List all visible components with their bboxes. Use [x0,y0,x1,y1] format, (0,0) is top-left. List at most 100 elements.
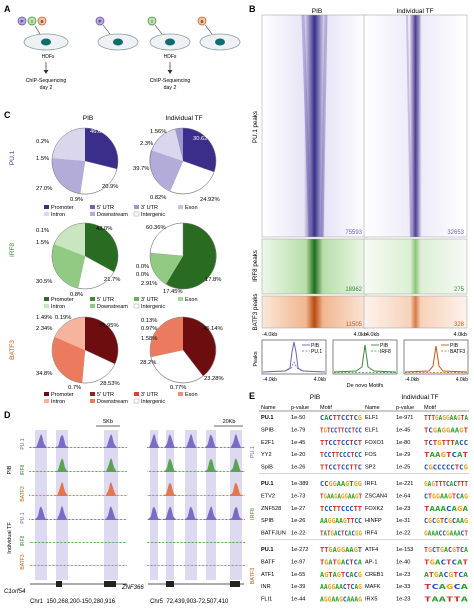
svg-text:17.8%: 17.8% [205,277,221,283]
heatmap-col-title-individual: Individual TF [396,8,433,15]
motif-pvalue: 1e-55 [291,572,305,578]
svg-text:P: P [98,19,101,24]
motif-logo: AGTAGTCACG [320,571,362,579]
svg-text:BATF3: BATF3 [450,349,465,355]
heatmap-batf3 [261,295,468,329]
panel-a-diagram: P I B HDFs ChIP-Sequencing day 2 P I [17,16,241,91]
svg-text:5' UTR: 5' UTR [97,205,114,211]
motif-logo: CACTTCCTCG [320,414,362,422]
svg-text:24.92%: 24.92% [200,197,220,203]
motif-logo: CGCGTCGCAAG [424,517,468,525]
motif-name: ZNF528 [261,506,281,512]
chip-track [147,564,245,566]
motif-pvalue: 1e-31 [396,518,410,524]
motif-logo: TTGAGGAAGT [320,546,362,554]
motif-logo: TCGAGGAAGT [424,426,468,434]
svg-text:39.7%: 39.7% [133,166,149,172]
svg-text:BATF3: BATF3 [20,486,26,501]
motif-name: FOXK2 [365,506,383,512]
motif-name: ELF1 [365,427,378,433]
motif-name: YY2 [261,452,272,458]
svg-text:2.91%: 2.91% [141,281,157,287]
motif-name: PU.1 [261,415,273,421]
svg-text:34.8%: 34.8% [36,371,52,377]
motif-pvalue: 1e-153 [396,547,413,553]
motif-pvalue: 1e-27 [291,506,305,512]
motif-logo: TATGACTCACGG [320,530,362,538]
pie-legend-irf8: Promoter 5' UTR 3' UTR Exon Intron Downs… [44,297,198,310]
motif-name: PU.1 [261,481,273,487]
svg-text:30.62%: 30.62% [193,136,213,142]
motif-name: HINFP [365,518,382,524]
svg-text:3' UTR: 3' UTR [141,297,158,303]
svg-text:17.45%: 17.45% [163,289,183,295]
motif-logo: AAGGAAGTTCC [320,517,362,525]
svg-text:0.82%: 0.82% [150,195,166,201]
motif-logo: TGATGACTCA [320,558,363,566]
svg-text:0.8%: 0.8% [70,292,83,298]
motif-pvalue: 1e-80 [396,440,410,446]
motif-logo: TCTGTTTACC [424,439,468,447]
svg-text:IRF8: IRF8 [20,464,26,475]
svg-text:Motif: Motif [320,405,332,411]
svg-text:0.0%: 0.0% [136,272,149,278]
pie-batf3-individual [149,316,217,384]
motif-logo: CCGGAAGTGG [320,480,362,488]
motif-name: SpiB [261,465,273,471]
pie-row-label-batf3: BATF3 [9,340,16,360]
motif-logo: ATGACGTCA [424,571,469,579]
svg-text:1.56%: 1.56% [150,129,166,135]
svg-text:Downstream: Downstream [97,212,128,218]
svg-text:0.97%: 0.97% [141,326,157,332]
heatmap-irf8 [261,238,468,295]
svg-text:4.0kb: 4.0kb [354,332,367,338]
chip-track [29,541,127,543]
motif-pvalue: 1e-23 [396,597,410,603]
svg-text:0.1%: 0.1% [36,228,49,234]
svg-text:IRF8: IRF8 [380,349,391,355]
svg-text:Intron: Intron [51,304,65,310]
svg-text:1.5%: 1.5% [36,240,49,246]
pie-irf8-individual [149,222,217,290]
svg-text:I: I [31,19,32,24]
motif-logo: TGACTCAT [424,558,468,566]
pie-irf8-pib [51,222,119,290]
scale-bar-right: 20Kb [223,419,236,425]
motif-logo: GAGTTTCACTTT [424,480,468,488]
motif-pvalue: 1e-45 [291,440,305,446]
chip-label: ChIP-Sequencing [26,78,67,84]
motif-name: E2F1 [261,440,274,446]
gene-name-left: C1orf54 [4,589,26,595]
svg-text:31.95%: 31.95% [99,323,119,329]
svg-text:Promoter: Promoter [51,392,74,398]
svg-text:p-value: p-value [396,405,414,411]
profile-line-batf3-pib [404,345,468,373]
svg-text:0.2%: 0.2% [36,139,49,145]
motif-pvalue: 1e-971 [396,415,413,421]
motif-logo: CTGGAAGTCAG [424,492,468,500]
panel-label-e: E [249,391,255,401]
svg-text:BATF3: BATF3 [20,554,26,569]
panel-label-b: B [249,4,256,14]
count-batf3-ind: 328 [454,322,465,328]
chip-track [147,541,245,543]
panel-label-a: A [4,4,11,14]
svg-text:Exon: Exon [185,392,198,398]
pie-row-label-irf8: IRF8 [9,243,16,257]
svg-text:PU.1: PU.1 [20,512,26,523]
svg-text:Exon: Exon [185,205,198,211]
svg-text:Name: Name [261,405,276,411]
coords-right: Chr5 72,439,903-72,507,410 [150,599,229,605]
motif-pvalue: 1e-45 [396,427,410,433]
pie-col-title-individual: Individual TF [165,115,202,122]
profile-ylabel: Peaks [253,351,259,367]
profile-line-pu1-pib [262,341,326,373]
chip-track [147,458,245,472]
motif-pvalue: 1e-23 [396,506,410,512]
pie-pu1-individual [149,127,217,195]
motif-table: PIB Individual TF Name p-value Motif Nam… [250,394,469,604]
motif-name: FOS [365,452,377,458]
count-batf3-pib: 11505 [346,322,363,328]
svg-text:Intergenic: Intergenic [141,399,165,405]
motif-pvalue: 1e-26 [291,518,305,524]
